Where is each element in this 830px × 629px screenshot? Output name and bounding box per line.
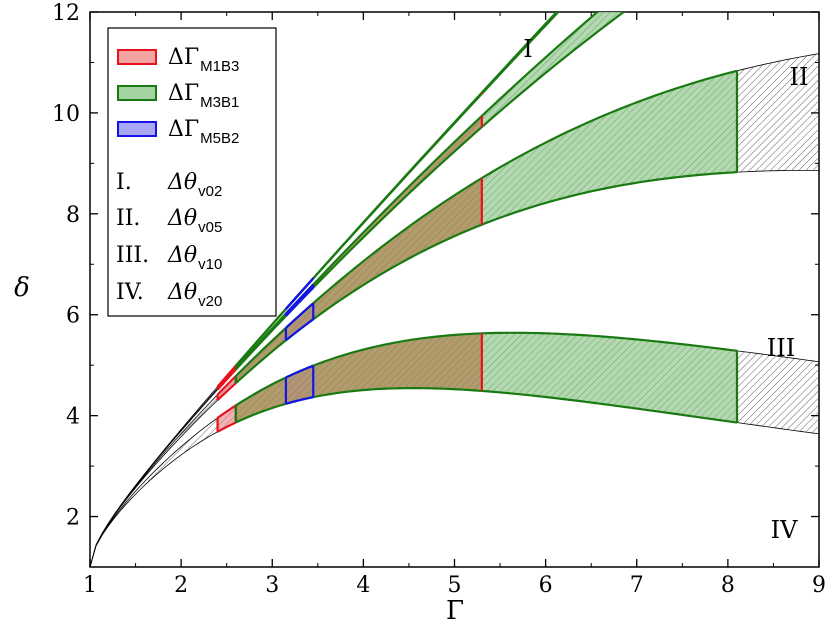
legend-prefix-IV: IV. <box>116 280 144 305</box>
band-label-III: III <box>767 334 795 362</box>
legend-M1B3-main: ΔΓ <box>168 45 199 70</box>
x-tick-label: 1 <box>83 573 97 598</box>
band-hatch-overlay-IV <box>90 332 819 567</box>
legend-theta-IV-main: Δθ <box>167 280 197 305</box>
legend-theta-I-sub: v02 <box>198 183 222 200</box>
x-tick-label: 3 <box>265 573 279 598</box>
interval-lower-M1B3-IV <box>217 421 237 433</box>
legend-theta-III-sub: v10 <box>198 256 222 273</box>
interval-lower-M1B3-I <box>216 365 237 388</box>
band-II <box>90 12 626 567</box>
band-label-I: I <box>523 35 532 63</box>
band-IV <box>90 331 819 567</box>
y-axis-title: δ <box>14 273 30 303</box>
interval-upper-M5B2-IV <box>285 364 314 379</box>
legend-M5B2-sub: M5B2 <box>200 130 239 147</box>
interval-lower-M5B2-III <box>285 318 314 342</box>
y-tick-label: 6 <box>66 304 80 329</box>
legend-entry-M3B1: ΔΓM3B1 <box>168 81 239 111</box>
x-tick-label: 4 <box>356 573 370 598</box>
legend-theta-III-main: Δθ <box>167 243 197 268</box>
band-label-IV: IV <box>771 516 798 544</box>
y-tick-label: 8 <box>66 203 80 228</box>
x-tick-label: 8 <box>721 573 735 598</box>
interval-lower-M3B1-II <box>234 12 626 371</box>
legend-M1B3-sub: M1B3 <box>200 58 239 75</box>
x-tick-label: 2 <box>174 573 188 598</box>
legend-theta-III: Δθv10 <box>167 243 222 273</box>
interval-upper-M5B2-III <box>285 302 314 329</box>
x-axis: 1 2 3 4 5 6 7 8 9 <box>83 12 826 598</box>
legend-theta-I-main: Δθ <box>167 170 197 195</box>
interval-upper-M3B1-III <box>235 69 738 377</box>
interval-upper-M5B2-II <box>285 283 315 315</box>
y-tick-label: 2 <box>66 506 80 531</box>
band-label-II: II <box>790 63 809 91</box>
interval-upper-M1B3-IV <box>216 404 237 419</box>
bands-layer <box>90 12 819 567</box>
interval-lower-M5B2-IV <box>285 396 314 405</box>
interval-lower-M5B2-II <box>285 286 315 317</box>
interval-upper-M3B1-II <box>234 12 600 370</box>
legend-M3B1-sub: M3B1 <box>200 94 239 111</box>
legend-theta-II-main: Δθ <box>167 206 197 231</box>
interval-upper-M3B1-IV <box>235 331 738 407</box>
legend-theta-II: Δθv05 <box>167 206 222 236</box>
legend-swatch-M3B1 <box>117 85 157 101</box>
legend-swatch-M1B3 <box>117 49 157 65</box>
legend-theta-II-sub: v05 <box>198 219 222 236</box>
interval-upper-M1B3-III <box>216 375 237 396</box>
x-tick-label: 5 <box>448 573 462 598</box>
y-tick-label: 10 <box>52 102 80 127</box>
interval-lower-M1B3-II <box>216 368 237 391</box>
legend-box <box>107 27 277 317</box>
y-tick-label: 12 <box>52 1 80 26</box>
interval-lower-M5B2-I <box>285 277 315 310</box>
legend: ΔΓM1B3 ΔΓM3B1 ΔΓM5B2 I. Δθv02 II. Δθv05 … <box>107 27 277 317</box>
y-axis: 2 4 6 8 10 12 <box>52 1 819 568</box>
legend-theta-IV: Δθv20 <box>167 280 222 310</box>
interval-lower-M3B1-III <box>235 171 738 384</box>
legend-theta-IV-sub: v20 <box>198 293 222 310</box>
legend-prefix-II: II. <box>116 206 140 231</box>
interval-lower-M1B3-III <box>216 382 237 401</box>
band-I <box>90 12 560 567</box>
legend-M5B2-main: ΔΓ <box>168 117 199 142</box>
x-tick-label: 9 <box>812 573 826 598</box>
band-III <box>90 53 819 567</box>
x-tick-label: 6 <box>539 573 553 598</box>
legend-M3B1-main: ΔΓ <box>168 81 199 106</box>
legend-entry-M1B3: ΔΓM1B3 <box>168 45 239 75</box>
legend-prefix-III: III. <box>116 243 149 268</box>
interval-lower-M3B1-IV <box>235 387 738 424</box>
legend-theta-I: Δθv02 <box>167 170 222 200</box>
x-axis-title: Γ <box>446 596 464 626</box>
interval-lower-M3B1-I <box>234 12 560 367</box>
x-tick-label: 7 <box>630 573 644 598</box>
legend-prefix-I: I. <box>116 170 132 195</box>
legend-swatch-M5B2 <box>117 121 157 137</box>
legend-entry-M5B2: ΔΓM5B2 <box>168 117 239 147</box>
y-tick-label: 4 <box>66 405 80 430</box>
